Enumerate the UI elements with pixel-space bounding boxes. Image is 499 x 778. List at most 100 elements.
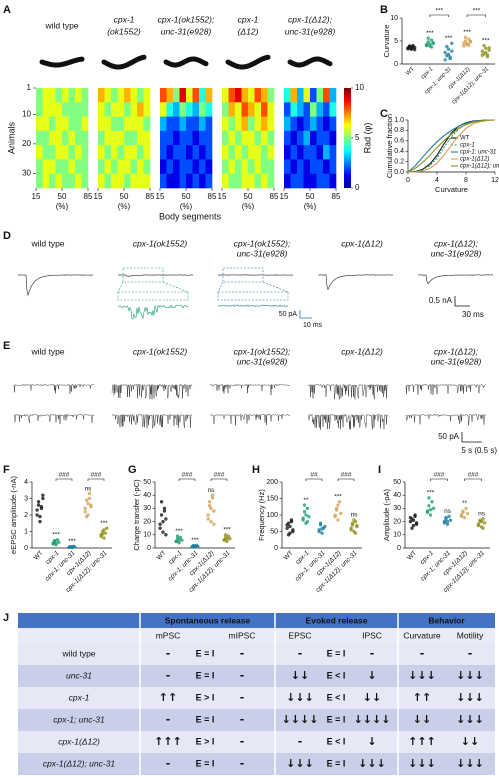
- y-tick-label: 0: [397, 545, 401, 552]
- data-point: [212, 522, 216, 526]
- y-tick-label: 20: [22, 139, 31, 148]
- heatmap-cell: [179, 173, 187, 189]
- heatmap-cell: [316, 130, 324, 146]
- heatmap-cell: [81, 173, 89, 189]
- data-point: [448, 518, 453, 522]
- worm: [163, 56, 209, 68]
- data-point: [36, 503, 41, 507]
- significance: ***: [426, 30, 434, 37]
- heatmap-cell: [49, 159, 56, 175]
- mini-trace: [13, 413, 95, 425]
- data-point: [408, 515, 413, 520]
- y-tick-label: 0.4: [394, 148, 404, 155]
- y-tick-label: 30: [393, 505, 401, 512]
- y-tick-label: 0.2: [394, 158, 404, 165]
- heatmap-cell: [160, 159, 167, 175]
- data-point: [426, 40, 430, 44]
- heatmap-cell: [186, 145, 193, 160]
- y-tick-label: 150: [266, 495, 278, 502]
- data-point: [476, 523, 481, 528]
- genotype-label: wild type: [30, 346, 64, 356]
- y-tick-label: 0.0: [394, 169, 404, 176]
- heatmap-cell: [228, 173, 236, 189]
- heatmap-cell: [329, 173, 337, 189]
- heatmap-cell: [329, 102, 337, 117]
- heatmap-cell: [98, 173, 105, 189]
- heatmap-cell: [62, 130, 69, 146]
- data-point: [51, 542, 55, 546]
- genotype-label: cpx-1(ok1552): [133, 346, 188, 356]
- heatmap-cell: [143, 159, 151, 175]
- data-point: [158, 522, 162, 526]
- heatmap-cell: [297, 88, 304, 103]
- heatmap-cell: [267, 145, 275, 160]
- heatmap-cell: [143, 116, 151, 132]
- heatmap-cell: [160, 145, 167, 160]
- table-cell: E = I: [196, 758, 215, 768]
- heatmap-cell: [166, 159, 174, 175]
- data-point: [427, 504, 431, 508]
- heatmap-cell: [36, 130, 43, 146]
- genotype-cell: cpx-1(Δ12): [58, 736, 100, 746]
- data-point: [102, 536, 106, 540]
- heatmap-cell: [160, 116, 167, 132]
- significance: ***: [100, 520, 108, 527]
- heatmap-cell: [235, 159, 242, 175]
- heatmap-cell: [143, 173, 151, 189]
- heatmap-cell: [49, 173, 56, 189]
- genotype-label: unc-31(e928): [431, 356, 482, 366]
- heatmap-cell: [111, 88, 118, 103]
- genotype-label: cpx-1(ok1552): [133, 238, 188, 248]
- table-cell: -: [240, 713, 245, 726]
- heatmap-cell: [42, 145, 50, 160]
- heatmap-cell: [137, 130, 144, 146]
- heatmap-cell: [124, 145, 131, 160]
- x-tick-label: cpx-1: [420, 66, 434, 80]
- data-point: [428, 42, 432, 46]
- x-tick-label: 85: [208, 192, 217, 201]
- table-cell: -: [370, 647, 375, 660]
- heatmap-cell: [254, 102, 262, 117]
- heatmap-cell: [49, 88, 56, 103]
- y-tick-label: 0: [147, 545, 151, 552]
- data-point: [481, 526, 485, 530]
- data-point: [334, 508, 339, 512]
- data-point: [105, 526, 109, 530]
- heatmap-cell: [205, 88, 213, 103]
- heatmap-cell: [235, 130, 242, 146]
- table-cell: ↓↓↓↓: [282, 713, 319, 726]
- x-axis-unit: (%): [242, 202, 255, 211]
- scale-label: 50 pA: [438, 432, 460, 441]
- table-row: [18, 731, 495, 753]
- data-point: [427, 496, 431, 500]
- heatmap-cell: [42, 159, 50, 175]
- heatmap-cell: [303, 145, 311, 160]
- heatmap-cell: [316, 102, 324, 117]
- data-point: [353, 531, 358, 535]
- heatmap-cell: [199, 130, 206, 146]
- table-cell: ↓↓: [413, 713, 431, 726]
- heatmap-cell: [205, 159, 213, 175]
- heatmap-cell: [111, 159, 118, 175]
- heatmap-cell: [310, 130, 317, 146]
- table-cell: E = I: [327, 758, 346, 768]
- x-tick-label: 85: [270, 192, 279, 201]
- data-point: [450, 41, 454, 45]
- data-point: [323, 524, 327, 529]
- table-subheader-cell: mPSC: [156, 630, 181, 640]
- scale-bar: [454, 296, 470, 307]
- heatmap-cell: [166, 145, 174, 160]
- scale-label: 50 pA: [279, 311, 298, 318]
- heatmap-cell: [186, 116, 193, 132]
- scale-label: 0.5 nA: [429, 296, 453, 305]
- heatmap-cell: [137, 173, 144, 189]
- data-point: [411, 523, 416, 528]
- data-point: [406, 47, 410, 51]
- heatmap-cell: [179, 102, 187, 117]
- heatmap-cell: [267, 159, 275, 175]
- heatmap-cell: [254, 159, 262, 175]
- heatmap-cell: [117, 145, 125, 160]
- data-point: [339, 511, 343, 516]
- data-point: [70, 545, 74, 549]
- mini-trace: [307, 383, 389, 400]
